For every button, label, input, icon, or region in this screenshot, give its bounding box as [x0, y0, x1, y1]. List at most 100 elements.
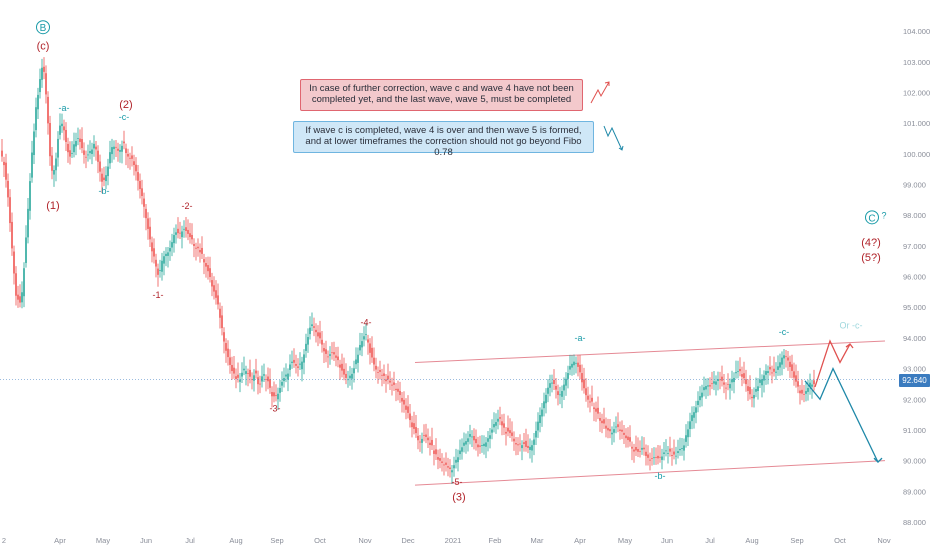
wave-label: Or -c-: [840, 321, 863, 331]
candle-body: [9, 197, 11, 224]
candle-body: [163, 256, 165, 264]
candle-body: [275, 395, 277, 397]
candle-body: [7, 180, 9, 198]
candle-body: [411, 422, 413, 428]
candle-body: [31, 152, 33, 178]
candle-body: [233, 367, 235, 374]
candle-body: [489, 435, 491, 439]
candle-body: [219, 308, 221, 318]
candle-body: [203, 259, 205, 263]
x-tick-label: 2: [2, 536, 6, 545]
candle-body: [181, 231, 183, 238]
candle-body: [89, 150, 91, 154]
candle-body: [281, 381, 283, 386]
candle-body: [783, 355, 785, 359]
candle-body: [309, 327, 311, 335]
candle-body: [33, 131, 35, 156]
candle-body: [721, 376, 723, 381]
candle-body: [303, 354, 305, 363]
candle-body: [221, 315, 223, 329]
y-tick-label: 88.000: [903, 518, 926, 527]
candle-body: [635, 446, 637, 451]
candle-body: [511, 432, 513, 436]
wave-label: -a-: [59, 103, 70, 113]
candle-body: [11, 221, 13, 249]
candle-body: [111, 147, 113, 155]
candle-body: [423, 435, 425, 436]
candle-body: [43, 66, 45, 72]
candle-body: [699, 396, 701, 401]
x-tick-label: Nov: [877, 536, 891, 545]
candle-body: [193, 244, 195, 246]
candle-body: [637, 448, 639, 452]
candle-body: [351, 373, 353, 379]
candle-body: [107, 166, 109, 177]
candle-body: [521, 445, 523, 449]
candle-body: [267, 376, 269, 382]
wave-label: (4?): [861, 237, 881, 249]
candle-body: [765, 371, 767, 375]
candle-body: [273, 392, 275, 397]
candle-body: [797, 381, 799, 387]
wave-label: C: [868, 213, 875, 224]
candle-body: [291, 361, 293, 363]
y-tick-label: 97.000: [903, 242, 926, 251]
candle-body: [165, 253, 167, 257]
candle-body: [697, 400, 699, 405]
candle-body: [663, 452, 665, 454]
candle-body: [407, 406, 409, 413]
candle-body: [127, 153, 129, 157]
candle-body: [631, 446, 633, 449]
candle-body: [235, 376, 237, 379]
candle-body: [389, 380, 391, 383]
candle-body: [187, 229, 189, 234]
x-tick-label: Oct: [834, 536, 847, 545]
candle-body: [595, 408, 597, 412]
candle-body: [3, 161, 5, 166]
candle-body: [625, 435, 627, 439]
candle-body: [177, 228, 179, 234]
candle-body: [311, 324, 313, 327]
candle-body: [557, 391, 559, 396]
candle-body: [135, 164, 137, 172]
zigzag-down-icon: [603, 125, 624, 151]
candle-body: [509, 430, 511, 434]
candle-body: [325, 349, 327, 354]
candle-body: [399, 390, 401, 396]
candle-body: [475, 438, 477, 444]
candle-body: [393, 382, 395, 385]
candle-body: [73, 144, 75, 153]
candle-body: [69, 150, 71, 157]
candle-body: [561, 391, 563, 397]
candle-body: [645, 451, 647, 456]
candle-body: [209, 268, 211, 278]
candle-body: [129, 157, 131, 159]
candle-body: [115, 146, 117, 148]
candle-body: [385, 379, 387, 382]
candle-body: [495, 422, 497, 426]
candle-body: [145, 208, 147, 219]
y-tick-label: 91.000: [903, 426, 926, 435]
candle-body: [143, 198, 145, 207]
candle-body: [667, 453, 669, 454]
candle-body: [191, 234, 193, 240]
wave-label: -b-: [99, 186, 110, 196]
candle-body: [53, 169, 55, 175]
candle-body: [321, 339, 323, 345]
candle-body: [685, 435, 687, 442]
candle-body: [201, 247, 203, 254]
candle-body: [37, 94, 39, 110]
candle-body: [263, 374, 265, 376]
candle-body: [123, 141, 125, 144]
candle-body: [137, 172, 139, 181]
candle-body: [747, 386, 749, 391]
candle-body: [523, 442, 525, 445]
candle-body: [671, 455, 673, 457]
candle-body: [531, 445, 533, 451]
scenario-path-red: [814, 339, 851, 388]
candle-body: [709, 385, 711, 387]
candle-body: [517, 444, 519, 446]
candle-body: [65, 129, 67, 142]
candle-body: [437, 457, 439, 460]
